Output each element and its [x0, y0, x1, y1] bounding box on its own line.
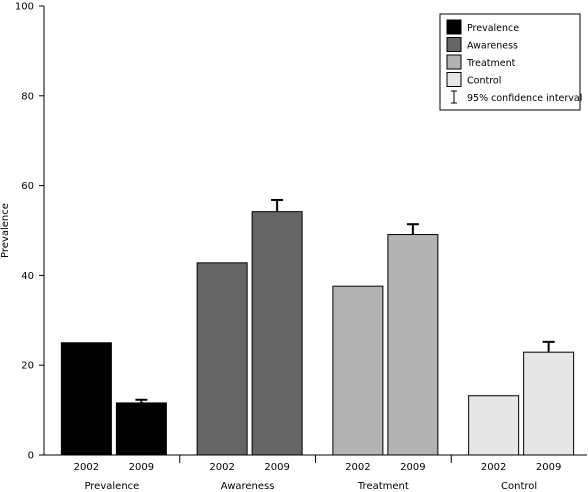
y-tick-label: 20: [21, 361, 34, 372]
x-tick-label: 2009: [536, 462, 561, 473]
x-tick-label: 2009: [400, 462, 425, 473]
bar-control-2009: [523, 351, 575, 456]
legend-label: 95% confidence interval: [467, 93, 582, 104]
legend-label: Control: [467, 76, 501, 87]
y-tick-label: 40: [21, 271, 34, 282]
legend-swatch: [446, 19, 462, 35]
legend-label: Treatment: [466, 58, 516, 69]
legend-swatch: [446, 37, 462, 52]
x-tick-label: 2009: [129, 462, 154, 473]
legend-label: Awareness: [467, 41, 518, 52]
bar-control-2002: [468, 395, 520, 456]
y-axis-title: Prevalence: [0, 203, 11, 258]
x-tick-label: 2002: [345, 462, 370, 473]
legend-label: Prevalence: [467, 23, 519, 34]
bar-treatment-2009: [387, 234, 439, 456]
bar-prevalence-2009: [115, 402, 167, 456]
y-tick-label: 80: [21, 91, 34, 102]
y-tick-label: 100: [15, 2, 34, 13]
bar-awareness-2002: [196, 262, 248, 456]
bar-awareness-2009: [251, 211, 303, 456]
group-label: Prevalence: [84, 481, 139, 492]
y-tick-label: 60: [21, 181, 34, 192]
bar-treatment-2002: [332, 285, 384, 456]
bar-prevalence-2002: [60, 342, 112, 456]
group-label: Awareness: [221, 481, 275, 492]
group-label: Control: [501, 481, 537, 492]
x-tick-label: 2002: [74, 462, 99, 473]
legend-swatch: [446, 54, 462, 70]
bars: [60, 198, 575, 456]
x-tick-label: 2002: [209, 462, 234, 473]
legend-box: [439, 13, 581, 111]
x-tick-label: 2002: [481, 462, 506, 473]
y-tick-label: 0: [28, 451, 34, 462]
group-label: Treatment: [357, 481, 409, 492]
axis-labels: Prevalence 2002 2009 Prevalence 2002 2009 Awar…: [0, 203, 561, 492]
legend: Prevalence Awareness Treatment Control 95% c…: [439, 13, 582, 111]
x-tick-label: 2009: [264, 462, 289, 473]
legend-swatch: [446, 72, 462, 87]
